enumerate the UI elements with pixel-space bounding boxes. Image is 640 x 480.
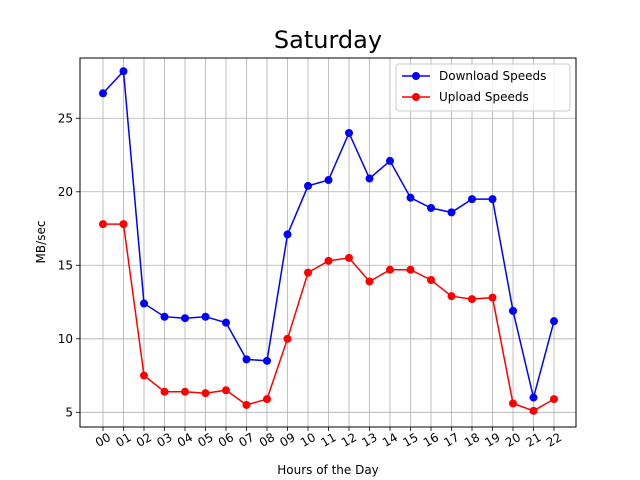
data-point-upload <box>324 256 333 265</box>
x-tick-label: 14 <box>380 430 400 450</box>
data-point-download <box>406 193 415 202</box>
x-tick-label: 18 <box>462 430 482 450</box>
data-point-upload <box>140 371 148 380</box>
data-point-upload <box>99 220 107 229</box>
y-axis: 5 10 15 20 25 <box>58 111 80 419</box>
y-tick-label: 25 <box>58 111 73 125</box>
data-point-download <box>242 355 251 364</box>
data-point-upload <box>201 389 210 398</box>
y-tick-label: 10 <box>58 332 73 346</box>
legend-box <box>395 63 571 112</box>
data-point-download <box>222 318 230 327</box>
x-tick-label: 11 <box>318 430 338 450</box>
data-point-download <box>386 156 394 165</box>
data-point-upload <box>488 293 497 302</box>
data-point-download <box>324 176 333 185</box>
data-point-upload <box>509 399 517 408</box>
grid <box>80 58 576 427</box>
x-tick-label: 03 <box>154 430 174 450</box>
data-point-upload <box>283 334 292 343</box>
data-point-upload <box>181 387 189 396</box>
data-point-download <box>550 317 558 326</box>
data-point-download <box>119 67 128 76</box>
legend: Download Speeds Upload Speeds <box>395 63 571 112</box>
legend-marker-upload <box>412 93 420 101</box>
data-point-upload <box>222 386 230 395</box>
y-axis-label: MB/sec <box>34 221 48 264</box>
x-tick-label: 05 <box>195 430 215 450</box>
x-tick-label: 09 <box>277 430 297 450</box>
x-tick-label: 12 <box>339 430 359 450</box>
data-point-upload <box>427 275 435 284</box>
x-tick-label: 20 <box>503 430 523 450</box>
data-point-upload <box>529 406 538 415</box>
data-point-upload <box>468 295 476 304</box>
x-tick-label: 19 <box>482 430 502 450</box>
legend-marker-download <box>412 72 420 80</box>
data-point-upload <box>160 387 169 396</box>
chart-title: Saturday <box>274 26 382 54</box>
plot-frame <box>79 57 577 428</box>
data-point-download <box>488 195 497 204</box>
data-point-download <box>468 195 476 204</box>
data-point-download <box>427 203 435 212</box>
x-tick-label: 17 <box>441 430 461 450</box>
series-layer <box>99 67 558 415</box>
x-tick-label: 00 <box>93 430 113 450</box>
series-upload <box>99 220 558 415</box>
data-point-download <box>304 181 312 190</box>
data-point-download <box>283 230 292 239</box>
y-tick-label: 15 <box>58 258 73 272</box>
legend-label-download: Download Speeds <box>439 69 546 83</box>
x-tick-label: 08 <box>257 430 277 450</box>
x-tick-label: 15 <box>400 430 420 450</box>
data-point-download <box>99 89 107 98</box>
data-point-upload <box>119 220 128 229</box>
legend-label-upload: Upload Speeds <box>439 90 529 104</box>
data-point-upload <box>386 265 394 274</box>
series-download <box>99 67 558 402</box>
data-point-upload <box>447 292 456 301</box>
data-point-download <box>447 208 456 217</box>
data-point-download <box>263 356 271 365</box>
data-point-download <box>160 312 169 321</box>
x-tick-label: 13 <box>359 430 379 450</box>
data-point-upload <box>550 395 558 404</box>
data-point-upload <box>365 277 374 286</box>
x-tick-label: 07 <box>236 430 256 450</box>
y-tick-label: 5 <box>65 405 73 419</box>
x-tick-label: 16 <box>421 430 441 450</box>
data-point-download <box>365 174 374 183</box>
data-point-upload <box>304 268 312 277</box>
data-point-download <box>201 312 210 321</box>
data-point-download <box>181 314 189 323</box>
data-point-download <box>509 306 517 315</box>
y-tick-label: 20 <box>58 185 73 199</box>
data-point-upload <box>242 400 251 409</box>
x-tick-label: 04 <box>175 430 195 450</box>
x-tick-label: 06 <box>216 430 236 450</box>
x-tick-label: 10 <box>298 430 318 450</box>
data-point-upload <box>406 265 415 274</box>
x-tick-label: 21 <box>523 430 543 450</box>
data-point-upload <box>263 395 271 404</box>
x-tick-label: 01 <box>113 430 133 450</box>
data-point-download <box>529 393 538 402</box>
x-tick-label: 02 <box>134 430 154 450</box>
x-tick-label: 22 <box>544 430 564 450</box>
data-point-upload <box>345 253 353 262</box>
data-point-download <box>345 128 353 137</box>
x-axis: 00 01 02 03 04 05 06 07 08 09 10 11 12 13 14 15 16 17 18 19… <box>93 427 564 450</box>
x-axis-label: Hours of the Day <box>277 463 379 477</box>
data-point-download <box>140 299 148 308</box>
